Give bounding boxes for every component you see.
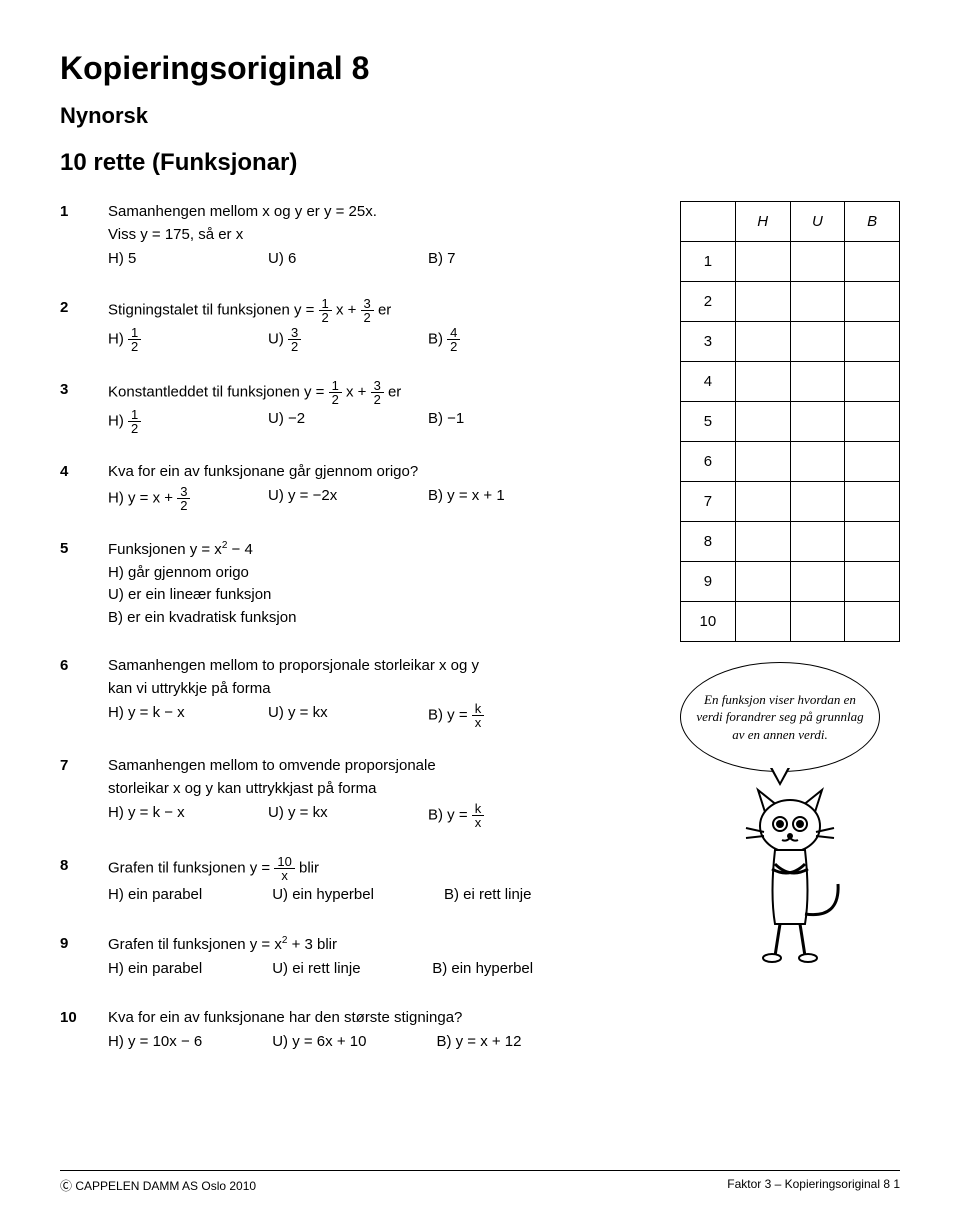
q4-b: B) y = x + 1 [428,485,518,512]
question-3: 3 Konstantleddet til funksjonen y = 12 x… [60,379,650,435]
grid-row: 1 [681,242,900,282]
q10-b: B) y = x + 12 [436,1031,526,1054]
grid-header-u: U [790,202,845,242]
q10-options: H) y = 10x − 6 U) y = 6x + 10 B) y = x +… [108,1031,650,1054]
grid-corner [681,202,736,242]
q5-text: Funksjonen y = x2 − 4 [108,538,650,562]
question-7: 7 Samanhengen mellom to omvende proporsj… [60,755,650,829]
answer-grid: H U B 1 2 3 4 5 6 7 8 9 10 [680,201,900,642]
q8-h: H) ein parabel [108,884,202,907]
q10-h: H) y = 10x − 6 [108,1031,202,1054]
q2-h: H) 12 [108,326,198,353]
question-8: 8 Grafen til funksjonen y = 10x blir H) … [60,855,650,907]
q3-b: B) −1 [428,408,518,435]
question-6: 6 Samanhengen mellom to proporsjonale st… [60,655,650,729]
q3-h: H) 12 [108,408,198,435]
grid-row: 8 [681,522,900,562]
q7-b: B) y = kx [428,802,518,829]
grid-header-h: H [735,202,790,242]
q6-h: H) y = k − x [108,702,198,729]
grid-row: 6 [681,442,900,482]
page-subtitle: Nynorsk [60,103,900,129]
cat-icon [720,784,860,964]
right-column: H U B 1 2 3 4 5 6 7 8 9 10 En funksjon v… [680,201,900,1080]
q4-u: U) y = −2x [268,485,358,512]
q4-options: H) y = x + 32 U) y = −2x B) y = x + 1 [108,485,650,512]
question-number: 3 [60,379,108,435]
q6-u: U) y = kx [268,702,358,729]
q2-text: Stigningstalet til funksjonen y = 12 x +… [108,297,650,324]
q6-text: Samanhengen mellom to proporsjonale stor… [108,655,650,700]
grid-row: 10 [681,602,900,642]
question-4: 4 Kva for ein av funksjonane går gjennom… [60,461,650,513]
q7-u: U) y = kx [268,802,358,829]
grid-row: 2 [681,282,900,322]
bubble-tail-icon [770,768,790,786]
question-1: 1 Samanhengen mellom x og y er y = 25x. … [60,201,650,271]
q2-options: H) 12 U) 32 B) 42 [108,326,650,353]
grid-header-b: B [845,202,900,242]
question-number: 5 [60,538,108,629]
question-number: 7 [60,755,108,829]
question-9: 9 Grafen til funksjonen y = x2 + 3 blir … [60,933,650,981]
grid-row: 7 [681,482,900,522]
q5-u: U) er ein lineær funksjon [108,584,650,607]
q9-h: H) ein parabel [108,958,202,981]
grid-header-row: H U B [681,202,900,242]
q9-b: B) ein hyperbel [432,958,533,981]
q8-b: B) ei rett linje [444,884,534,907]
question-number: 10 [60,1007,108,1054]
grid-row: 9 [681,562,900,602]
q4-text: Kva for ein av funksjonane går gjennom o… [108,461,650,484]
footer-right: Faktor 3 – Kopieringsoriginal 8 1 [727,1177,900,1194]
q3-u: U) −2 [268,408,358,435]
q1-options: H) 5 U) 6 B) 7 [108,248,650,271]
question-number: 9 [60,933,108,981]
q2-b: B) 42 [428,326,518,353]
question-number: 1 [60,201,108,271]
question-10: 10 Kva for ein av funksjonane har den st… [60,1007,650,1054]
q5-h: H) går gjennom origo [108,562,650,585]
q10-u: U) y = 6x + 10 [272,1031,366,1054]
q8-options: H) ein parabel U) ein hyperbel B) ei ret… [108,884,650,907]
q5-b: B) er ein kvadratisk funksjon [108,607,650,630]
q7-text: Samanhengen mellom to omvende proporsjon… [108,755,650,800]
q9-text: Grafen til funksjonen y = x2 + 3 blir [108,933,650,957]
footer-left: Ⓒ CAPPELEN DAMM AS Oslo 2010 [60,1177,256,1194]
section-title: 10 rette (Funksjonar) [60,149,900,177]
page-footer: Ⓒ CAPPELEN DAMM AS Oslo 2010 Faktor 3 – … [60,1170,900,1194]
q4-h: H) y = x + 32 [108,485,198,512]
q10-text: Kva for ein av funksjonane har den størs… [108,1007,650,1030]
q7-h: H) y = k − x [108,802,198,829]
question-5: 5 Funksjonen y = x2 − 4 H) går gjennom o… [60,538,650,629]
q3-text: Konstantleddet til funksjonen y = 12 x +… [108,379,650,406]
speech-bubble-wrap: En funksjon viser hvordan en verdi foran… [680,662,900,772]
q6-options: H) y = k − x U) y = kx B) y = kx [108,702,650,729]
grid-row: 5 [681,402,900,442]
q1-text: Samanhengen mellom x og y er y = 25x. Vi… [108,201,650,246]
cat-illustration [680,784,900,969]
q1-u: U) 6 [268,248,358,271]
speech-bubble: En funksjon viser hvordan en verdi foran… [680,662,880,772]
q3-options: H) 12 U) −2 B) −1 [108,408,650,435]
question-2: 2 Stigningstalet til funksjonen y = 12 x… [60,297,650,353]
main-content: 1 Samanhengen mellom x og y er y = 25x. … [60,201,900,1080]
q6-b: B) y = kx [428,702,518,729]
question-number: 4 [60,461,108,513]
q9-u: U) ei rett linje [272,958,362,981]
q7-options: H) y = k − x U) y = kx B) y = kx [108,802,650,829]
q8-u: U) ein hyperbel [272,884,374,907]
q8-text: Grafen til funksjonen y = 10x blir [108,855,650,882]
q1-h: H) 5 [108,248,198,271]
grid-row: 4 [681,362,900,402]
q9-options: H) ein parabel U) ei rett linje B) ein h… [108,958,650,981]
grid-row: 3 [681,322,900,362]
question-number: 6 [60,655,108,729]
q2-u: U) 32 [268,326,358,353]
question-number: 2 [60,297,108,353]
questions-column: 1 Samanhengen mellom x og y er y = 25x. … [60,201,650,1080]
question-number: 8 [60,855,108,907]
page-title: Kopieringsoriginal 8 [60,50,900,87]
q1-b: B) 7 [428,248,518,271]
